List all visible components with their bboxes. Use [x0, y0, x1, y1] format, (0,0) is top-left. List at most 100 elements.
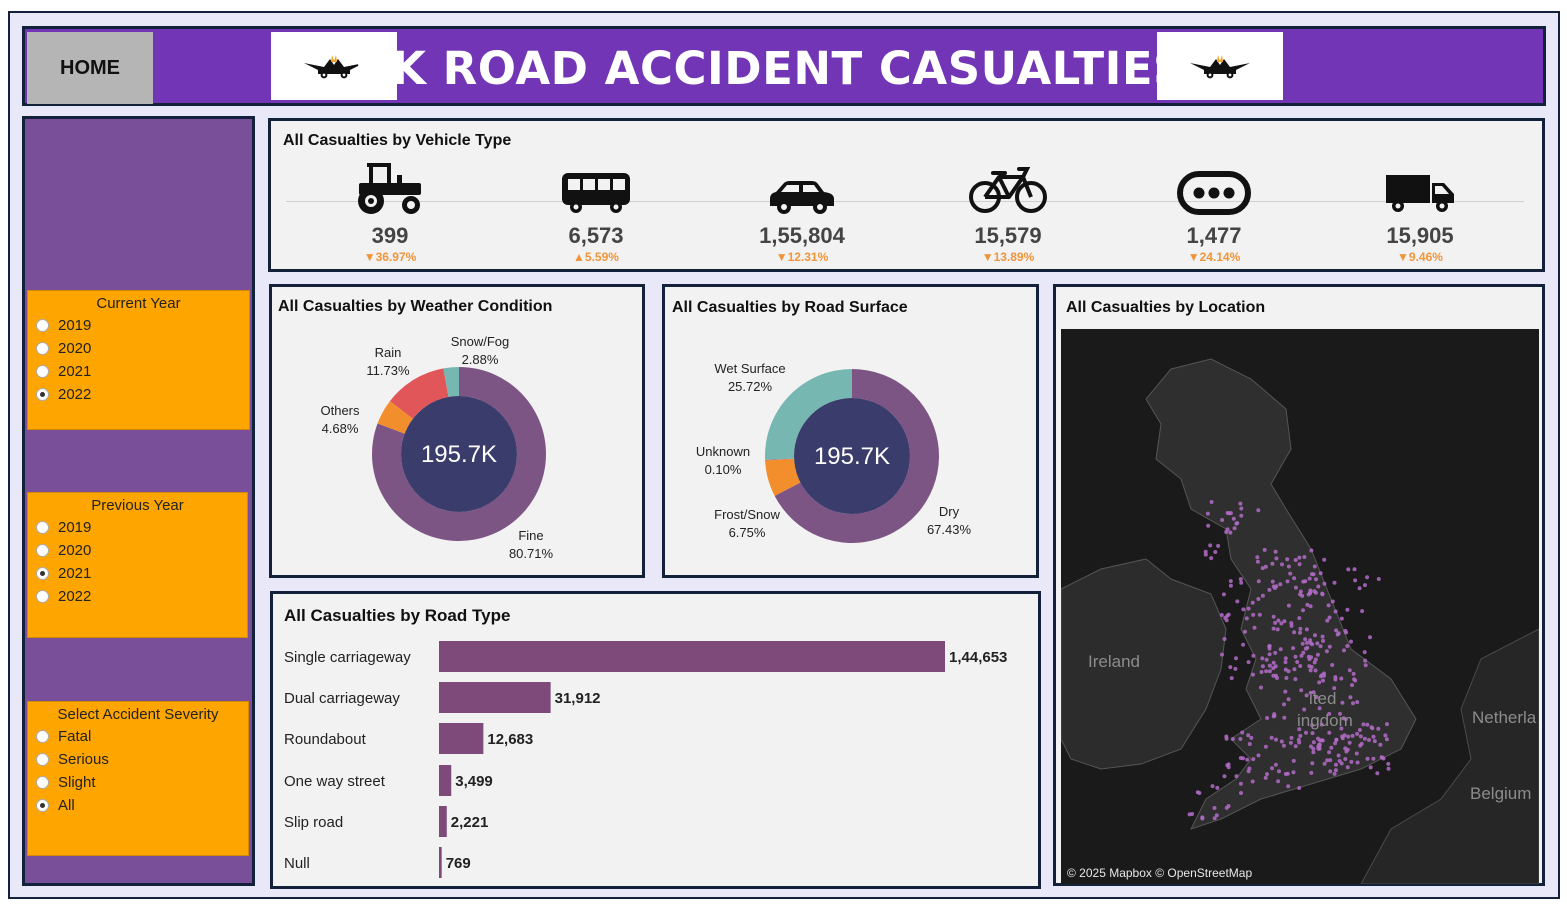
radio-button[interactable] — [36, 521, 49, 534]
map-point — [1272, 712, 1277, 717]
severity-filter: Select Accident Severity Fatal Serious Sli… — [27, 701, 249, 856]
previous-year-option-2022[interactable]: 2022 — [28, 585, 247, 608]
map-point — [1359, 741, 1364, 746]
vehicle-value: 15,579 — [974, 223, 1042, 248]
map-point — [1209, 556, 1214, 561]
slice-percent-label: 80.71% — [509, 546, 554, 561]
donut-slice-fine[interactable] — [372, 367, 546, 541]
bar-roundabout[interactable] — [439, 723, 484, 754]
map-point — [1314, 695, 1319, 700]
map-point — [1279, 739, 1284, 744]
map-point — [1316, 584, 1321, 589]
severity-option-fatal[interactable]: Fatal — [28, 725, 248, 748]
map-point — [1361, 722, 1366, 727]
map-point — [1241, 642, 1246, 647]
map-point — [1309, 548, 1314, 553]
map-point — [1260, 664, 1265, 669]
map-point — [1244, 616, 1249, 621]
slice-percent-label: 11.73% — [366, 363, 410, 378]
bar-dual-carriageway[interactable] — [439, 682, 551, 713]
map-point — [1332, 580, 1337, 585]
location-map[interactable]: Ireland ited ingdom Netherla Belgium © 2… — [1061, 329, 1539, 884]
donut-slice-frost-snow[interactable] — [765, 458, 801, 496]
bar-value-label: 769 — [446, 855, 471, 872]
bar-category-label: Dual carriageway — [284, 690, 400, 707]
donut-slice-snow-fog[interactable] — [443, 367, 459, 397]
bar-one-way-street[interactable] — [439, 765, 452, 796]
map-point — [1308, 668, 1313, 673]
map-point — [1345, 644, 1350, 648]
donut-slice-rain[interactable] — [389, 368, 449, 419]
radio-button[interactable] — [36, 753, 49, 766]
map-point — [1246, 660, 1251, 665]
map-point — [1286, 669, 1291, 674]
map-point — [1370, 726, 1375, 731]
bar-single-carriageway[interactable] — [439, 641, 945, 672]
map-point — [1292, 576, 1297, 581]
map-point — [1200, 816, 1205, 821]
map-point — [1297, 555, 1302, 560]
map-point — [1267, 644, 1272, 649]
map-point — [1203, 552, 1208, 557]
radio-button[interactable] — [36, 776, 49, 789]
map-point — [1263, 744, 1268, 749]
radio-button[interactable] — [36, 388, 49, 401]
map-point — [1284, 676, 1289, 680]
previous-year-option-2020[interactable]: 2020 — [28, 539, 247, 562]
radio-button[interactable] — [36, 544, 49, 557]
donut-slice-unknown[interactable] — [765, 458, 795, 461]
radio-button[interactable] — [36, 730, 49, 743]
slice-category-label: Dry — [939, 504, 960, 519]
map-point — [1375, 771, 1380, 776]
map-point — [1230, 737, 1235, 741]
map-point — [1278, 582, 1283, 587]
radio-button[interactable] — [36, 342, 49, 355]
page-title: UK ROAD ACCIDENT CASUALTIES — [354, 41, 1186, 95]
map-point — [1291, 646, 1296, 651]
radio-button[interactable] — [36, 365, 49, 378]
map-point — [1302, 555, 1307, 559]
previous-year-option-2021[interactable]: 2021 — [28, 562, 247, 585]
donut-slice-dry[interactable] — [774, 369, 939, 543]
map-point — [1321, 638, 1325, 643]
map-point — [1274, 584, 1279, 589]
vehicle-change: ▼12.31% — [775, 250, 829, 264]
donut-slice-others[interactable] — [377, 401, 413, 434]
slice-category-label: Fine — [518, 528, 543, 543]
severity-option-slight[interactable]: Slight — [28, 771, 248, 794]
map-point — [1235, 599, 1240, 604]
previous-year-option-2019[interactable]: 2019 — [28, 516, 247, 539]
donut-slice-wet-surface[interactable] — [765, 369, 852, 460]
map-point — [1238, 781, 1243, 786]
severity-option-all[interactable]: All — [28, 794, 248, 817]
map-point — [1228, 530, 1233, 535]
radio-button[interactable] — [36, 319, 49, 332]
map-point — [1312, 660, 1317, 665]
home-button[interactable]: HOME — [27, 32, 153, 104]
map-point — [1289, 623, 1294, 628]
map-point — [1255, 555, 1260, 560]
vehicle-change: ▲5.59% — [573, 250, 619, 264]
severity-option-serious[interactable]: Serious — [28, 748, 248, 771]
map-point — [1212, 806, 1217, 810]
bar-slip-road[interactable] — [439, 806, 447, 837]
current-year-option-2022[interactable]: 2022 — [28, 383, 249, 406]
option-label: 2022 — [58, 386, 92, 403]
current-year-option-2019[interactable]: 2019 — [28, 314, 249, 337]
map-point — [1334, 762, 1338, 767]
map-point — [1221, 592, 1226, 597]
current-year-option-2020[interactable]: 2020 — [28, 337, 249, 360]
current-year-option-2021[interactable]: 2021 — [28, 360, 249, 383]
map-point — [1334, 628, 1339, 633]
radio-button[interactable] — [36, 567, 49, 580]
bar-null[interactable] — [439, 847, 442, 878]
map-point — [1327, 711, 1332, 716]
map-point — [1234, 774, 1239, 779]
map-point — [1355, 731, 1360, 736]
radio-button[interactable] — [36, 799, 49, 812]
map-point — [1265, 772, 1269, 777]
map-point — [1286, 784, 1291, 789]
radio-button[interactable] — [36, 590, 49, 603]
vehicle-change: ▼24.14% — [1187, 250, 1241, 264]
bar-category-label: Roundabout — [284, 731, 367, 748]
